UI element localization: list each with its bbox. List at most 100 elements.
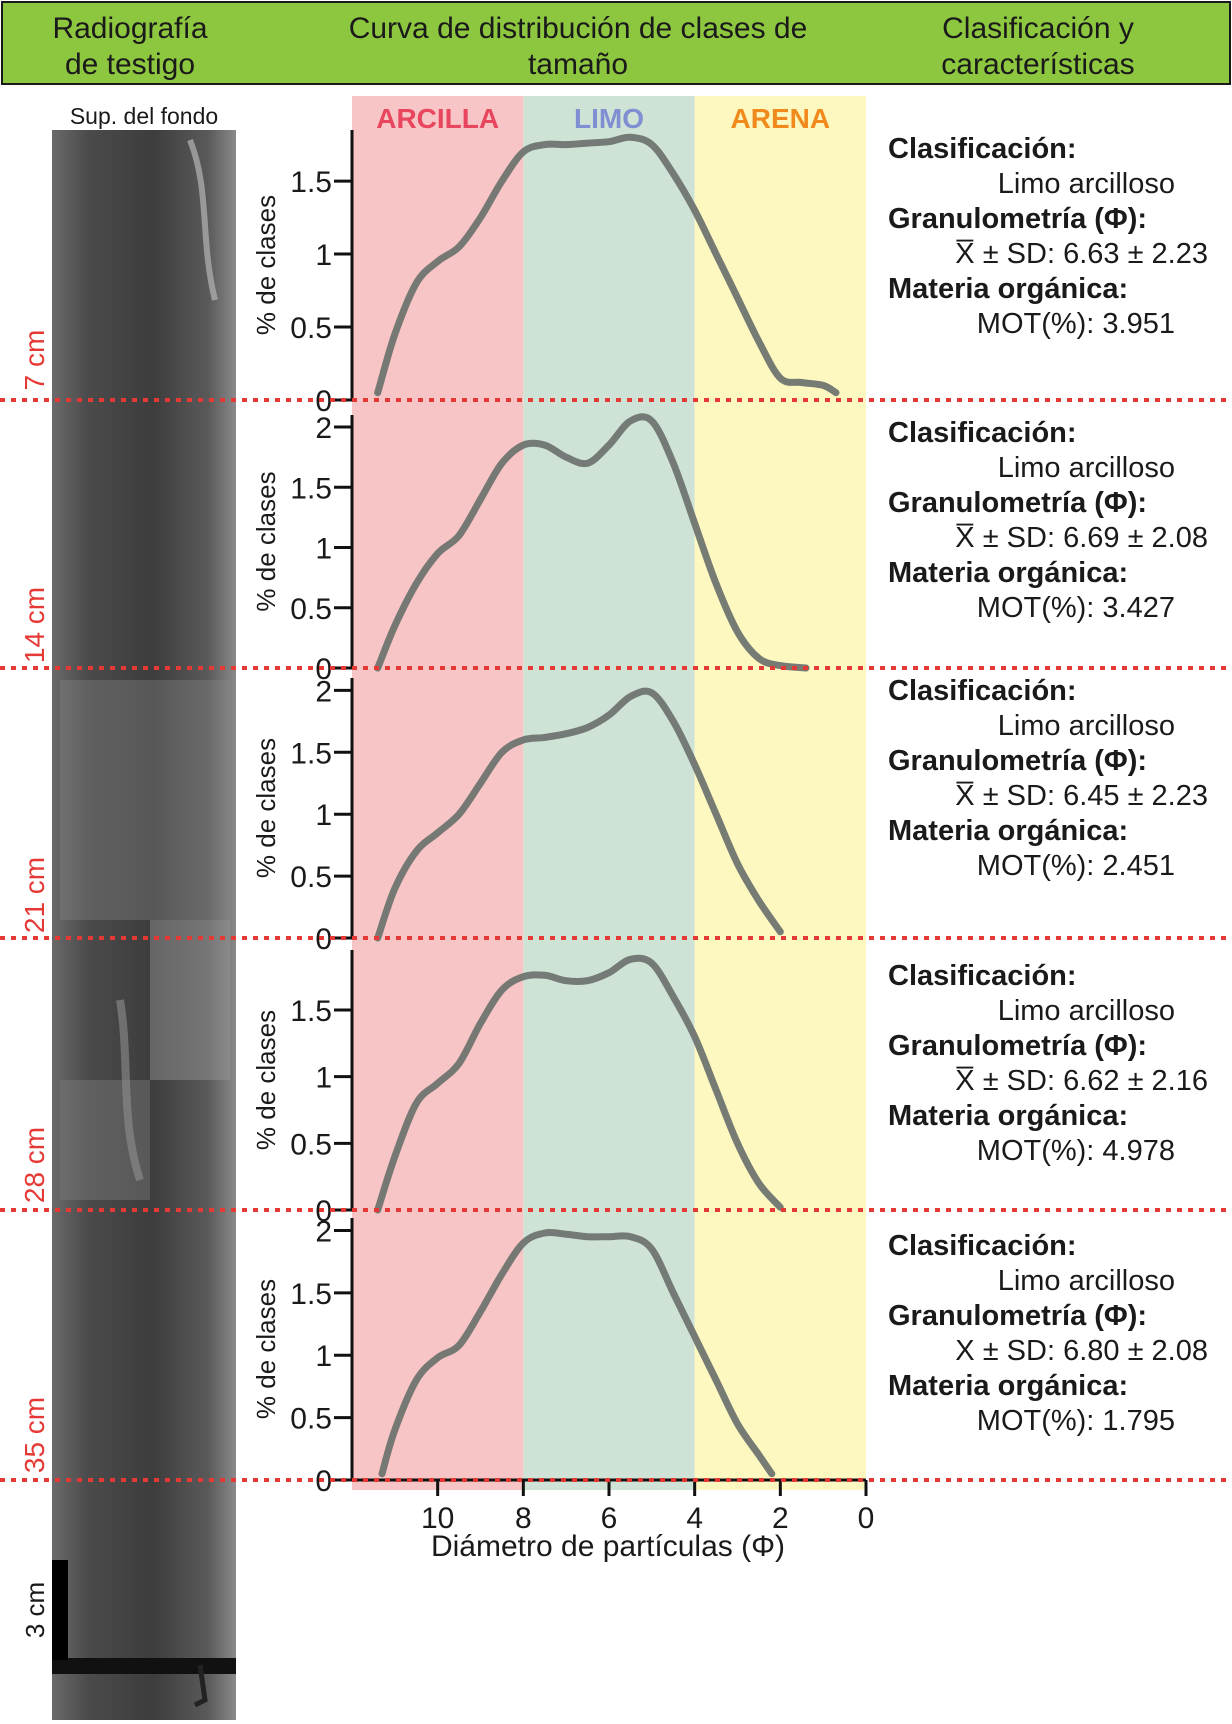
depth-label: 21 cm	[19, 857, 50, 933]
classification-block: Clasificación:Limo arcillosoGranulometrí…	[888, 1230, 1208, 1437]
y-tick-label: 1.5	[290, 737, 332, 770]
classification-block: Clasificación:Limo arcillosoGranulometrí…	[888, 675, 1208, 882]
y-tick-label: 0.5	[290, 1128, 332, 1161]
classification-value: Limo arcilloso	[998, 1265, 1175, 1297]
y-axis-label: % de clases	[251, 738, 281, 878]
scale-bar	[52, 1560, 68, 1660]
organic-matter-title: Materia orgánica:	[888, 1100, 1128, 1132]
zone-label-arena: ARENA	[731, 103, 831, 134]
zone-label-arcilla: ARCILLA	[376, 103, 499, 134]
organic-matter-title: Materia orgánica:	[888, 1370, 1128, 1402]
depth-label: 28 cm	[19, 1127, 50, 1203]
granulometry-title: Granulometría (Φ):	[888, 203, 1147, 235]
y-tick-label: 1	[315, 1340, 332, 1373]
y-axis-label: % de clases	[251, 1010, 281, 1150]
header-bar	[1, 1, 1231, 85]
header-col3-line1: Clasificación y	[942, 12, 1134, 45]
y-tick-label: 0.5	[290, 1403, 332, 1436]
core-image	[52, 130, 236, 1720]
y-tick-label: 1.5	[290, 166, 332, 199]
granulometry-stats: X̅ ± SD: 6.63 ± 2.23	[955, 238, 1208, 270]
organic-matter-value: MOT(%): 3.951	[977, 308, 1175, 340]
classification-block: Clasificación:Limo arcillosoGranulometrí…	[888, 417, 1208, 624]
core-light-patch	[60, 680, 230, 920]
classification-title: Clasificación:	[888, 133, 1077, 165]
organic-matter-value: MOT(%): 4.978	[977, 1135, 1175, 1167]
y-axis-label: % de clases	[251, 471, 281, 611]
core-light-patch	[60, 1080, 150, 1200]
radiograph-top-label: Sup. del fondo	[70, 103, 218, 129]
granulometry-stats: X̅ ± SD: 6.62 ± 2.16	[955, 1065, 1208, 1097]
x-tick-label: 0	[858, 1502, 875, 1535]
y-axis-label: % de clases	[251, 195, 281, 335]
x-tick-label: 4	[686, 1502, 703, 1535]
y-tick-label: 0.5	[290, 593, 332, 626]
classification-value: Limo arcilloso	[998, 710, 1175, 742]
granulometry-stats: X̅ ± SD: 6.45 ± 2.23	[955, 780, 1208, 812]
y-tick-label: 0.5	[290, 861, 332, 894]
classification-title: Clasificación:	[888, 417, 1077, 449]
depth-separators	[0, 398, 1232, 1482]
organic-matter-value: MOT(%): 2.451	[977, 850, 1175, 882]
granulometry-stats: X ± SD: 6.80 ± 2.08	[955, 1335, 1208, 1367]
x-tick-label: 8	[515, 1502, 532, 1535]
organic-matter-title: Materia orgánica:	[888, 273, 1128, 305]
zone-band-arcilla	[352, 96, 524, 1490]
y-tick-label: 1	[315, 533, 332, 566]
y-tick-label: 1.5	[290, 995, 332, 1028]
distribution-curve	[378, 1228, 776, 1478]
y-tick-label: 2	[315, 675, 332, 708]
classification-value: Limo arcilloso	[998, 452, 1175, 484]
granulometry-title: Granulometría (Φ):	[888, 1030, 1147, 1062]
classification-block: Clasificación:Limo arcillosoGranulometrí…	[888, 960, 1208, 1167]
distribution-curve	[374, 133, 840, 397]
granulometry-stats: X̅ ± SD: 6.69 ± 2.08	[955, 522, 1208, 554]
classification-block: Clasificación:Limo arcillosoGranulometrí…	[888, 133, 1208, 340]
core-crack	[187, 138, 218, 301]
classification-panel: Clasificación:Limo arcillosoGranulometrí…	[888, 133, 1208, 1437]
core-crack	[116, 999, 144, 1182]
classification-title: Clasificación:	[888, 1230, 1077, 1262]
organic-matter-value: MOT(%): 1.795	[977, 1405, 1175, 1437]
zone-label-limo: LIMO	[574, 103, 644, 134]
x-axis-label: Diámetro de partículas (Φ)	[431, 1530, 785, 1563]
y-tick-label: 0.5	[290, 312, 332, 345]
distribution-curve	[374, 954, 784, 1214]
zone-backgrounds: ARCILLA LIMO ARENA	[352, 96, 866, 1490]
header-col2-line1: Curva de distribución de clases de	[349, 12, 808, 45]
y-tick-label: 2	[315, 412, 332, 445]
depth-label: 14 cm	[19, 587, 50, 663]
header-col3-line2: características	[941, 48, 1134, 81]
classification-title: Clasificación:	[888, 675, 1077, 707]
zone-band-arena	[694, 96, 866, 1490]
y-tick-label: 1	[315, 1062, 332, 1095]
x-tick-label: 10	[421, 1502, 454, 1535]
core-radiograph	[52, 130, 236, 1720]
classification-title: Clasificación:	[888, 960, 1077, 992]
y-tick-label: 2	[315, 1215, 332, 1248]
distribution-curve	[374, 413, 810, 672]
granulometry-title: Granulometría (Φ):	[888, 1300, 1147, 1332]
classification-value: Limo arcilloso	[998, 168, 1175, 200]
y-axis-label: % de clases	[251, 1279, 281, 1419]
y-tick-label: 1	[315, 239, 332, 272]
y-tick-label: 1.5	[290, 472, 332, 505]
depth-label: 7 cm	[19, 330, 50, 391]
scale-label: 3 cm	[20, 1582, 50, 1638]
distribution-curve	[374, 687, 784, 942]
granulometry-title: Granulometría (Φ):	[888, 745, 1147, 777]
header-col1-line2: de testigo	[65, 48, 195, 81]
core-bottom-clip	[193, 1664, 208, 1708]
zone-band-limo	[523, 96, 695, 1490]
core-bottom-band	[52, 1658, 236, 1674]
header-col2-line2: tamaño	[528, 48, 628, 81]
organic-matter-value: MOT(%): 3.427	[977, 592, 1175, 624]
granulometry-title: Granulometría (Φ):	[888, 487, 1147, 519]
y-tick-label: 1	[315, 799, 332, 832]
classification-value: Limo arcilloso	[998, 995, 1175, 1027]
header-col1-line1: Radiografía	[52, 12, 207, 45]
core-light-patch	[150, 920, 230, 1080]
